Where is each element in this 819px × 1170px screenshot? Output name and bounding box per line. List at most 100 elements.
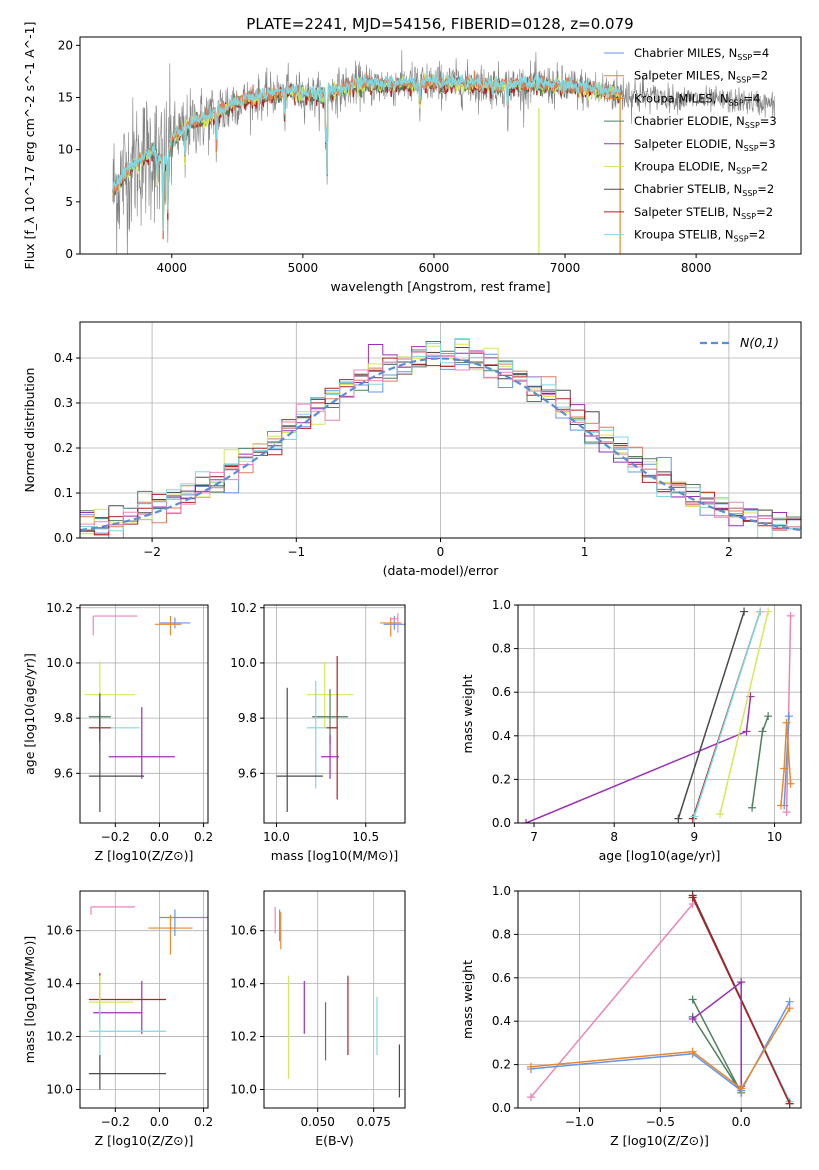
x-tick-label: −1	[287, 545, 305, 559]
y-tick-label: 20	[58, 38, 73, 52]
weight-marker	[758, 727, 767, 736]
spectrum-legend: Chabrier MILES, NSSP=4 Salpeter MILES, NS…	[604, 46, 777, 244]
y-tick-label: 10	[58, 143, 73, 157]
plot-area	[276, 613, 405, 812]
legend-suffix: =2	[757, 182, 774, 196]
legend-suffix: =4	[744, 91, 761, 105]
weight-marker	[526, 1093, 535, 1102]
legend-subscript: SSP	[744, 144, 759, 153]
legend-label: Salpeter MILES, NSSP=2	[634, 69, 768, 85]
axes-frame	[263, 890, 406, 1109]
x-tick-label: 5000	[288, 261, 319, 275]
y-tick-label: 0.2	[54, 441, 73, 455]
x-tick-label: −0.5	[646, 1115, 675, 1129]
weight-marker	[782, 808, 791, 817]
y-tick-label: 15	[58, 91, 73, 105]
x-tick-label: 0.2	[194, 830, 213, 844]
age-vs-mass-panel: 10.0 10.5 9.6 9.8 10.0 10.2 mass [log10(M/M⊙)]	[230, 601, 406, 863]
mass-vs-ebv-panel: 0.050 0.075 10.0 10.2 10.4 10.6 E(B-V)	[230, 890, 406, 1148]
x-tick-label: 0.0	[150, 1115, 169, 1129]
legend-label: N(0,1)	[740, 335, 779, 350]
y-tick-label: 0.4	[54, 351, 73, 365]
weight-marker	[764, 712, 773, 721]
weight-marker	[784, 712, 793, 721]
x-tick-label: 8	[610, 830, 618, 844]
model-spectrum	[112, 70, 621, 240]
x-tick-label: 0.050	[301, 1115, 335, 1129]
weight-marker	[688, 814, 697, 823]
y-tick-label: 0.1	[54, 486, 73, 500]
weight-line	[751, 715, 769, 808]
residuals-panel: −2 −1 0 1 2 0.0 0.1 0.2 0.3 0.4 (data-model)/error…	[22, 321, 802, 578]
weight-marker	[785, 1004, 794, 1013]
y-tick-label: 0.2	[492, 1058, 511, 1072]
legend-subscript: SSP	[741, 212, 756, 221]
y-tick-label: 9.8	[238, 711, 257, 725]
plot-area	[522, 607, 795, 823]
legend-suffix: =2	[751, 160, 768, 174]
plot-area	[84, 615, 191, 812]
legend-subscript: SSP	[737, 53, 752, 62]
data-spectrum	[112, 49, 775, 254]
residual-legend: N(0,1)	[700, 335, 779, 350]
weight-line	[530, 1001, 791, 1092]
weight-marker	[776, 801, 785, 810]
weight-line	[693, 611, 761, 817]
model-spectrum	[112, 73, 621, 235]
x-tick-label: 7000	[550, 261, 581, 275]
x-tick-label: 7	[530, 830, 538, 844]
legend-suffix: =2	[751, 69, 768, 83]
y-axis-label: age [log10(age/yr)]	[22, 653, 37, 775]
mass-vs-z-panel: −0.2 0.0 0.2 10.0 10.2 10.4 10.6 Z [log10(Z/Z⊙)…	[22, 890, 213, 1148]
model-spectrum	[112, 75, 621, 239]
legend-suffix: =3	[760, 114, 777, 128]
histogram-step	[80, 347, 801, 536]
legend-suffix: =4	[752, 46, 769, 60]
histogram-step	[80, 351, 801, 530]
y-tick-label: 10.0	[230, 656, 257, 670]
x-tick-label: 0.0	[150, 830, 169, 844]
y-tick-label: 0.6	[492, 971, 511, 985]
age-vs-z-panel: −0.2 0.0 0.2 9.6 9.8 10.0 10.2 Z [log10(Z/Z⊙)] a…	[22, 601, 213, 863]
weight-marker	[688, 893, 697, 902]
legend-label: Chabrier MILES, NSSP=4	[634, 46, 769, 62]
weight-marker	[786, 611, 795, 620]
y-tick-label: 10.4	[46, 977, 73, 991]
spectrum-panel: 4000 5000 6000 7000 8000 0 5 10 15 20 wavelength […	[22, 22, 802, 294]
axes-frame	[517, 890, 802, 1109]
x-axis-label: Z [log10(Z/Z⊙)]	[95, 848, 194, 863]
x-axis-label: (data-model)/error	[383, 563, 500, 578]
axes-frame	[79, 36, 802, 255]
plot-area	[88, 906, 208, 1090]
weight-marker	[688, 1015, 697, 1024]
weight-line	[780, 722, 792, 806]
legend-label: Kroupa ELODIE, NSSP=2	[634, 160, 768, 176]
weight-marker	[742, 727, 751, 736]
y-tick-label: 10.0	[230, 1082, 257, 1096]
legend-label: Kroupa MILES, NSSP=4	[634, 91, 760, 107]
x-tick-label: 9	[691, 830, 699, 844]
weight-line	[530, 1007, 791, 1090]
y-tick-label: 10.2	[46, 1030, 73, 1044]
figure-title: PLATE=2241, MJD=54156, FIBERID=0128, z=0…	[246, 15, 633, 33]
y-tick-label: 0.8	[492, 927, 511, 941]
weight-marker	[526, 1062, 535, 1071]
y-axis-label: mass weight	[460, 674, 475, 753]
weight-marker	[688, 995, 697, 1004]
legend-subscript: SSP	[736, 167, 751, 176]
weight-marker	[780, 764, 789, 773]
y-axis-label: Normed distribution	[22, 368, 37, 493]
legend-subscript: SSP	[729, 98, 744, 107]
plot-area	[80, 338, 801, 538]
weight-marker	[737, 1084, 746, 1093]
x-tick-label: 0.0	[732, 1115, 751, 1129]
weight-marker	[688, 1047, 697, 1056]
legend-subscript: SSP	[736, 76, 751, 85]
y-tick-label: 10.6	[46, 924, 73, 938]
x-tick-label: 8000	[681, 261, 712, 275]
x-tick-label: 2	[725, 545, 733, 559]
y-tick-label: 5	[65, 195, 73, 209]
y-tick-label: 0	[65, 247, 73, 261]
weight-line	[525, 696, 752, 823]
legend-subscript: SSP	[742, 189, 757, 198]
